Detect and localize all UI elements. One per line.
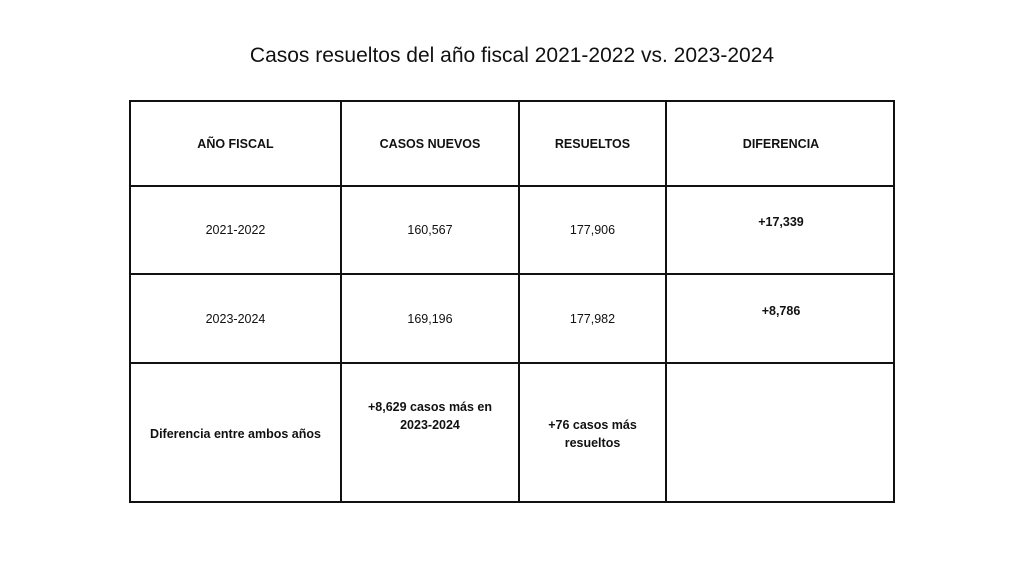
cell-difference: +8,786 — [761, 303, 801, 318]
column-divider — [665, 102, 667, 501]
cell-fiscal-year: 2021-2022 — [205, 223, 266, 237]
cell-empty — [667, 364, 895, 503]
cell-resolved: 177,982 — [569, 311, 616, 326]
cell-new-cases-difference: +8,629 casos más en 2023-2024 — [367, 399, 493, 432]
row-divider — [131, 185, 893, 187]
row-divider — [131, 273, 893, 275]
page-title: Casos resueltos del año fiscal 2021-2022… — [249, 44, 775, 67]
column-divider — [340, 102, 342, 501]
cell-resolved-difference: +76 casos más resueltos — [548, 417, 637, 450]
cell-difference-label: Diferencia entre ambos años — [150, 426, 321, 441]
cell-new-cases: 169,196 — [407, 311, 453, 326]
header-resolved: RESUELTOS — [554, 136, 631, 151]
cell-difference: +17,339 — [758, 215, 804, 229]
cell-resolved: 177,906 — [569, 223, 616, 237]
header-new-cases: CASOS NUEVOS — [379, 136, 481, 151]
column-divider — [518, 102, 520, 501]
cell-fiscal-year: 2023-2024 — [205, 311, 266, 326]
header-fiscal-year: AÑO FISCAL — [197, 136, 274, 151]
row-divider — [131, 362, 893, 364]
comparison-table: AÑO FISCAL CASOS NUEVOS RESUELTOS DIFERE… — [129, 100, 895, 503]
header-difference: DIFERENCIA — [742, 136, 820, 151]
cell-new-cases: 160,567 — [407, 223, 453, 237]
